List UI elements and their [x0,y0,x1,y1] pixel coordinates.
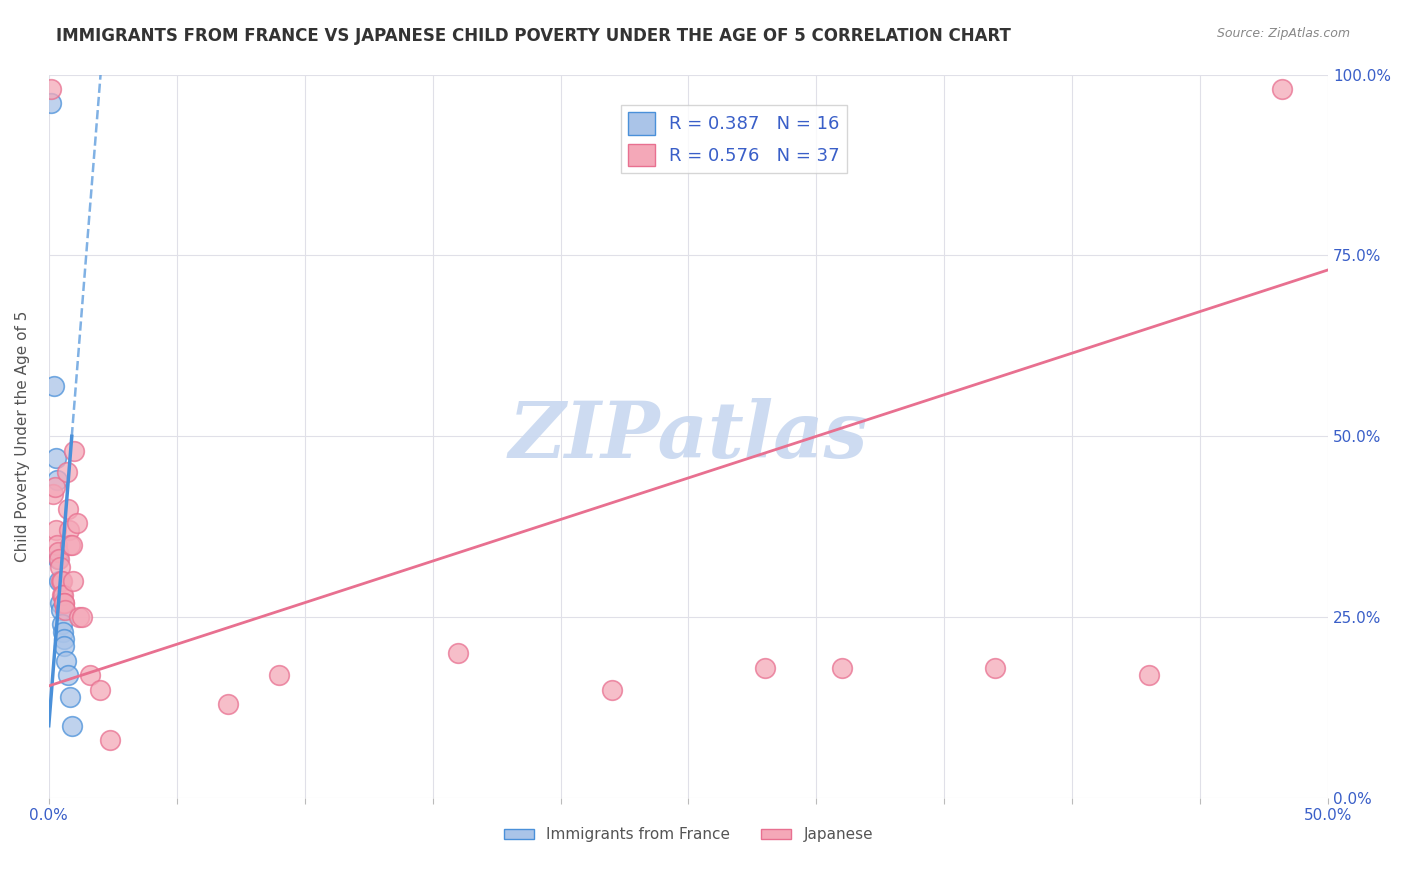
Point [49,596,72,610]
Point [98,733,121,747]
Point [1271,82,1294,96]
Point [56,501,79,516]
Point [60,538,83,552]
Point [48,545,70,559]
Point [55,654,77,668]
Point [56,668,79,682]
Point [45,538,67,552]
Point [44,480,66,494]
Point [52,589,75,603]
Point [53,639,76,653]
Point [55,603,77,617]
Legend: R = 0.387   N = 16, R = 0.576   N = 37: R = 0.387 N = 16, R = 0.576 N = 37 [620,105,848,173]
Point [66,516,89,530]
Point [62,574,84,588]
Point [55,466,77,480]
Point [48,552,70,566]
Point [48,552,70,566]
Point [39,82,62,96]
Point [46,473,69,487]
Point [39,96,62,111]
Point [52,632,75,646]
Point [984,661,1007,675]
Point [52,624,75,639]
Point [51,574,73,588]
Point [60,719,83,733]
Point [70,610,93,624]
Point [69,610,91,624]
Point [49,574,72,588]
Point [51,617,73,632]
Point [45,524,67,538]
Point [52,596,75,610]
Point [79,668,101,682]
Text: IMMIGRANTS FROM FRANCE VS JAPANESE CHILD POVERTY UNDER THE AGE OF 5 CORRELATION : IMMIGRANTS FROM FRANCE VS JAPANESE CHILD… [56,27,1011,45]
Point [447,646,470,660]
Point [49,603,72,617]
Point [89,682,111,697]
Point [48,559,70,574]
Point [59,538,82,552]
Point [51,589,73,603]
Point [600,682,623,697]
Point [48,574,70,588]
Point [45,450,67,465]
Point [58,524,80,538]
Point [267,668,290,682]
Text: ZIPatlas: ZIPatlas [509,398,868,475]
Point [217,697,239,711]
Point [53,596,76,610]
Point [44,378,66,392]
Text: Source: ZipAtlas.com: Source: ZipAtlas.com [1216,27,1350,40]
Point [754,661,776,675]
Y-axis label: Child Poverty Under the Age of 5: Child Poverty Under the Age of 5 [15,310,30,562]
Point [1137,668,1160,682]
Point [63,443,86,458]
Point [59,690,82,704]
Point [42,487,65,501]
Point [831,661,853,675]
